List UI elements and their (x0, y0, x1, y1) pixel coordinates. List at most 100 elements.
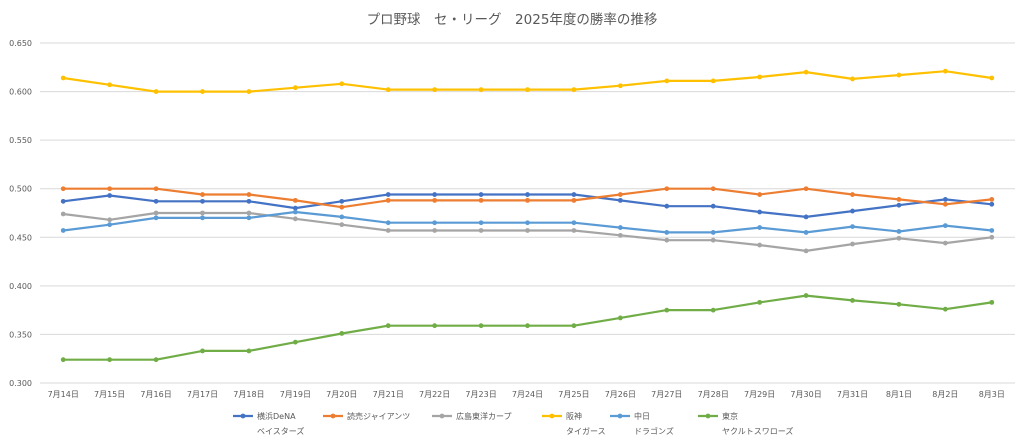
legend-swatch-marker (617, 413, 623, 419)
data-point (339, 222, 345, 228)
data-point (617, 232, 623, 238)
x-tick-label: 8月1日 (886, 390, 912, 399)
data-point (246, 215, 252, 221)
data-point (200, 198, 205, 204)
data-point (896, 72, 902, 78)
data-point (757, 242, 763, 248)
data-point (60, 186, 66, 192)
y-tick-label: 0.500 (9, 185, 32, 194)
data-point (107, 193, 113, 198)
x-tick-label: 7月26日 (605, 390, 636, 399)
y-tick-label: 0.450 (9, 233, 32, 242)
data-point (200, 348, 205, 354)
data-point (896, 197, 902, 202)
data-point (107, 222, 113, 228)
data-point (60, 198, 66, 204)
data-point (664, 230, 670, 235)
legend-label-line2: ドラゴンズ (634, 426, 674, 436)
legend-label: 中日 (634, 411, 650, 421)
data-point (710, 237, 716, 243)
x-tick-label: 7月22日 (419, 390, 450, 399)
data-point (292, 85, 298, 91)
data-point (385, 228, 391, 233)
data-point (942, 223, 948, 229)
data-point (710, 203, 716, 209)
data-point (710, 230, 716, 235)
y-tick-label: 0.550 (9, 136, 32, 145)
data-point (478, 192, 484, 197)
x-tick-label: 7月18日 (233, 390, 264, 399)
data-point (803, 248, 809, 254)
data-point (107, 82, 113, 88)
data-point (896, 229, 902, 234)
x-tick-label: 7月16日 (140, 390, 171, 399)
data-point (478, 197, 484, 203)
data-point (60, 75, 66, 81)
legend-label: 阪神 (566, 411, 582, 421)
data-point (989, 75, 995, 81)
data-point (850, 241, 855, 247)
data-point (710, 186, 716, 192)
data-point (246, 198, 252, 204)
data-point (571, 87, 577, 93)
legend-label: 東京 (722, 411, 738, 421)
data-point (757, 299, 763, 305)
data-point (571, 220, 577, 226)
data-point (803, 293, 809, 298)
series-line (63, 187, 992, 209)
x-tick-label: 7月23日 (465, 390, 496, 399)
x-tick-label: 7月17日 (187, 390, 218, 399)
legend-label-line2: タイガース (566, 426, 606, 436)
data-point (107, 186, 113, 192)
data-point (339, 204, 345, 210)
data-point (942, 197, 948, 202)
data-point (292, 209, 298, 215)
legend-label-line2: ベイスターズ (257, 426, 304, 436)
data-point (664, 186, 670, 192)
data-point (664, 203, 670, 209)
data-point (571, 228, 577, 233)
data-point (989, 228, 995, 233)
series-3 (60, 210, 995, 254)
data-point (60, 228, 66, 233)
x-tick-label: 8月3日 (979, 390, 1005, 399)
data-point (803, 69, 809, 75)
data-point (153, 186, 159, 192)
data-point (200, 210, 205, 216)
data-point (432, 197, 438, 203)
legend-swatch-marker (240, 413, 246, 419)
legend-label: 横浜DeNA (257, 411, 296, 421)
y-axis-ticks: 0.300 0.350 0.400 0.450 0.500 0.550 0.600 0.650 (9, 39, 32, 388)
x-tick-label: 7月14日 (48, 390, 79, 399)
data-point (153, 210, 159, 216)
data-point (850, 298, 855, 303)
x-tick-label: 7月21日 (373, 390, 404, 399)
legend-label: 広島東洋カープ (456, 411, 512, 421)
x-tick-label: 7月25日 (558, 390, 589, 399)
data-point (525, 228, 530, 233)
data-point (803, 230, 809, 235)
data-point (989, 201, 995, 207)
data-point (664, 78, 670, 84)
legend-item: 読売ジャイアンツ (323, 411, 410, 421)
data-point (896, 301, 902, 307)
x-tick-label: 7月27日 (651, 390, 682, 399)
data-point (339, 331, 345, 336)
data-point (200, 215, 205, 221)
data-point (571, 323, 577, 329)
data-point (525, 197, 530, 203)
data-point (478, 87, 484, 93)
data-point (571, 197, 577, 203)
data-point (525, 220, 530, 226)
series-1 (60, 192, 995, 220)
data-point (478, 323, 484, 329)
y-tick-label: 0.350 (9, 330, 32, 339)
data-point (617, 197, 623, 203)
data-point (432, 192, 438, 197)
x-tick-label: 7月30日 (790, 390, 821, 399)
data-point (664, 307, 670, 313)
data-point (153, 215, 159, 221)
